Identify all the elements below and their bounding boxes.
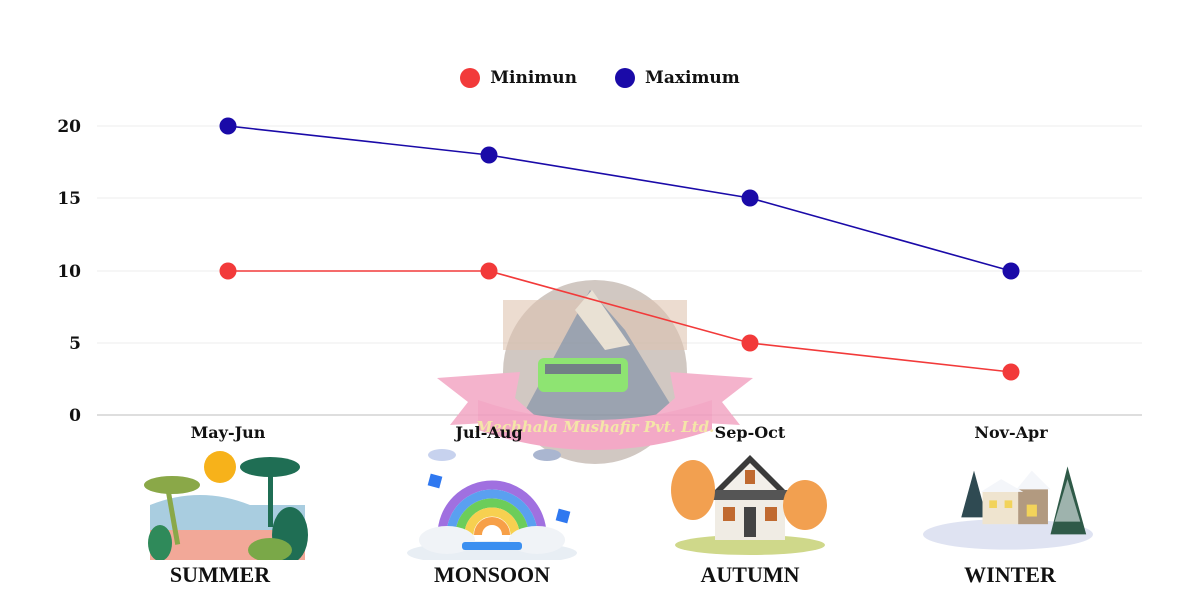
- x-tick-nov-apr: Nov-Apr: [974, 423, 1048, 442]
- x-tick-sep-oct: Sep-Oct: [714, 423, 786, 442]
- data-point[interactable]: [219, 117, 237, 135]
- winter-cabin-icon: [923, 466, 1093, 550]
- chart-legend: Minimun Maximum: [0, 68, 1200, 88]
- y-tick-0: 0: [69, 406, 81, 426]
- data-point[interactable]: [1002, 262, 1020, 280]
- data-point[interactable]: [741, 189, 759, 207]
- legend-label-maximum: Maximum: [645, 68, 740, 88]
- series-minimum: [219, 262, 1020, 381]
- y-tick-10: 10: [57, 262, 81, 282]
- data-point[interactable]: [480, 262, 498, 280]
- autumn-house-icon: [671, 455, 827, 555]
- x-tick-may-jun: May-Jun: [190, 423, 266, 442]
- legend-item-maximum[interactable]: Maximum: [615, 68, 740, 88]
- summer-beach-icon: [144, 451, 308, 560]
- monsoon-rainbow-icon: [407, 449, 577, 560]
- y-tick-5: 5: [69, 334, 81, 354]
- legend-item-minimum[interactable]: Minimun: [460, 68, 577, 88]
- data-point[interactable]: [1002, 363, 1020, 381]
- y-axis-ticks: 20 15 10 5 0: [57, 117, 81, 426]
- series-maximum: [219, 117, 1020, 280]
- data-point[interactable]: [219, 262, 237, 280]
- legend-label-minimum: Minimun: [490, 68, 578, 88]
- season-label-summer: SUMMER: [169, 562, 271, 587]
- watermark-text: Mechhala Mushafir Pvt. Ltd.: [475, 418, 715, 436]
- data-point[interactable]: [480, 146, 498, 164]
- company-logo-watermark: Mechhala Mushafir Pvt. Ltd.: [437, 280, 753, 464]
- x-tick-jul-aug: Jul-Aug: [455, 423, 523, 442]
- y-tick-20: 20: [57, 117, 81, 137]
- season-label-winter: WINTER: [964, 562, 1056, 587]
- season-label-monsoon: MONSOON: [433, 562, 551, 587]
- legend-dot-minimum-icon: [460, 68, 481, 88]
- legend-dot-maximum-icon: [615, 68, 636, 88]
- season-label-autumn: AUTUMN: [700, 562, 800, 587]
- data-point[interactable]: [741, 334, 759, 352]
- y-tick-15: 15: [57, 189, 81, 209]
